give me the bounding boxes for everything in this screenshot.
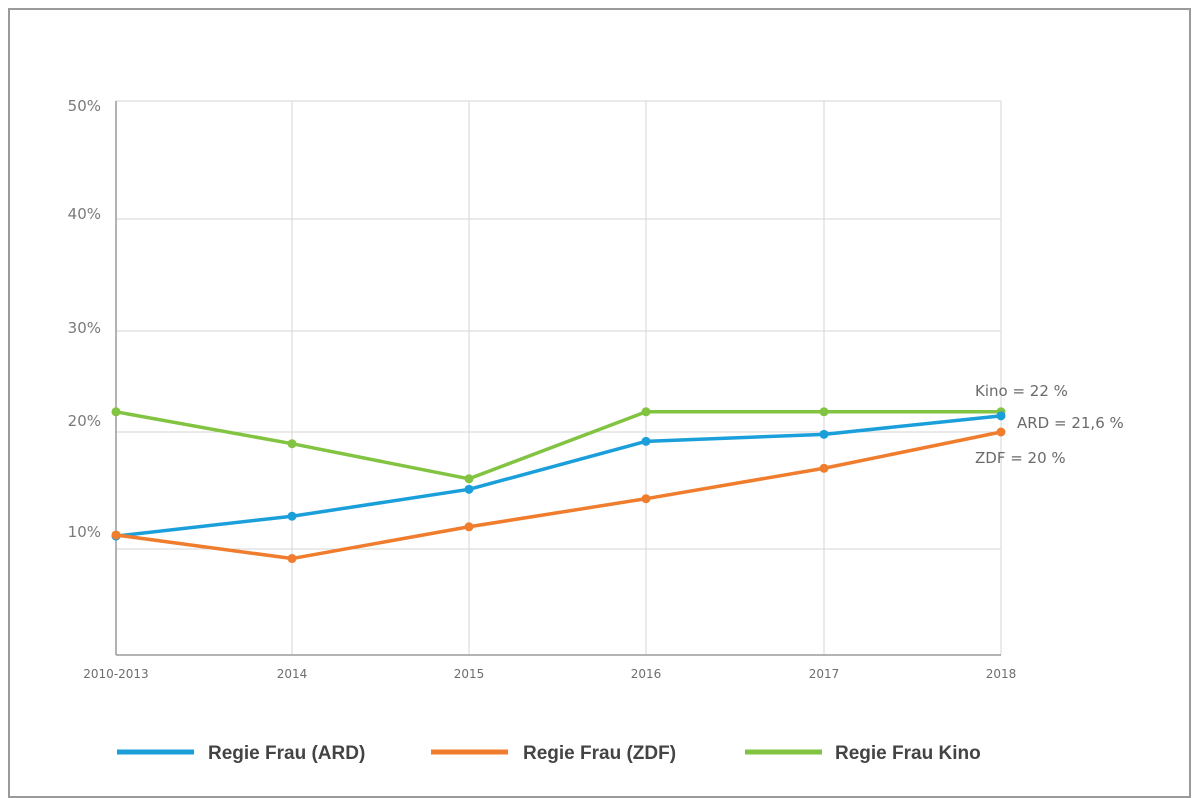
legend-item: Regie Frau (ARD) bbox=[117, 743, 365, 764]
data-point bbox=[996, 427, 1006, 437]
series bbox=[111, 407, 1006, 564]
y-tick-label: 10% bbox=[68, 523, 101, 541]
legend-label: Regie Frau Kino bbox=[835, 743, 981, 764]
legend-item: Regie Frau Kino bbox=[745, 743, 981, 764]
y-tick-label: 50% bbox=[68, 97, 101, 115]
legend-label: Regie Frau (ZDF) bbox=[523, 743, 676, 764]
data-point bbox=[287, 439, 297, 449]
y-tick-label: 20% bbox=[68, 412, 101, 430]
x-tick-label: 2015 bbox=[454, 667, 485, 681]
data-point bbox=[641, 494, 651, 504]
y-tick-label: 40% bbox=[68, 205, 101, 223]
annotations: Kino = 22 % ARD = 21,6 % ZDF = 20 % bbox=[975, 382, 1124, 467]
x-tick-label: 2017 bbox=[809, 667, 840, 681]
series-line bbox=[114, 410, 1003, 481]
end-value-annotation: ZDF = 20 % bbox=[975, 449, 1066, 467]
data-point bbox=[641, 407, 651, 417]
series-line bbox=[114, 430, 1003, 561]
y-tick-label: 30% bbox=[68, 319, 101, 337]
x-tick-label: 2014 bbox=[277, 667, 308, 681]
x-tick-label: 2018 bbox=[986, 667, 1017, 681]
grid bbox=[116, 100, 1002, 655]
x-tick-label: 2016 bbox=[631, 667, 662, 681]
axes: 10% 20% 30% 40% 50% 2010-2013 2014 2015 2016 2017… bbox=[68, 97, 1017, 681]
data-point bbox=[464, 474, 474, 484]
legend-label: Regie Frau (ARD) bbox=[208, 743, 365, 764]
data-point bbox=[819, 407, 829, 417]
x-tick-label: 2010-2013 bbox=[83, 667, 148, 681]
end-value-annotation: ARD = 21,6 % bbox=[1017, 414, 1124, 432]
data-point bbox=[111, 407, 121, 417]
data-point bbox=[464, 522, 474, 532]
data-point bbox=[287, 554, 297, 564]
chart-frame bbox=[8, 8, 1191, 798]
data-point bbox=[819, 463, 829, 473]
end-value-annotation: Kino = 22 % bbox=[975, 382, 1068, 400]
data-point bbox=[641, 436, 651, 446]
data-point bbox=[464, 484, 474, 494]
data-point bbox=[996, 411, 1006, 421]
series-line bbox=[114, 414, 1003, 538]
data-point bbox=[111, 530, 121, 540]
data-point bbox=[819, 429, 829, 439]
legend-item: Regie Frau (ZDF) bbox=[431, 743, 676, 764]
data-point bbox=[287, 511, 297, 521]
legend: Regie Frau (ARD) Regie Frau (ZDF) Regie Fr… bbox=[117, 743, 981, 764]
